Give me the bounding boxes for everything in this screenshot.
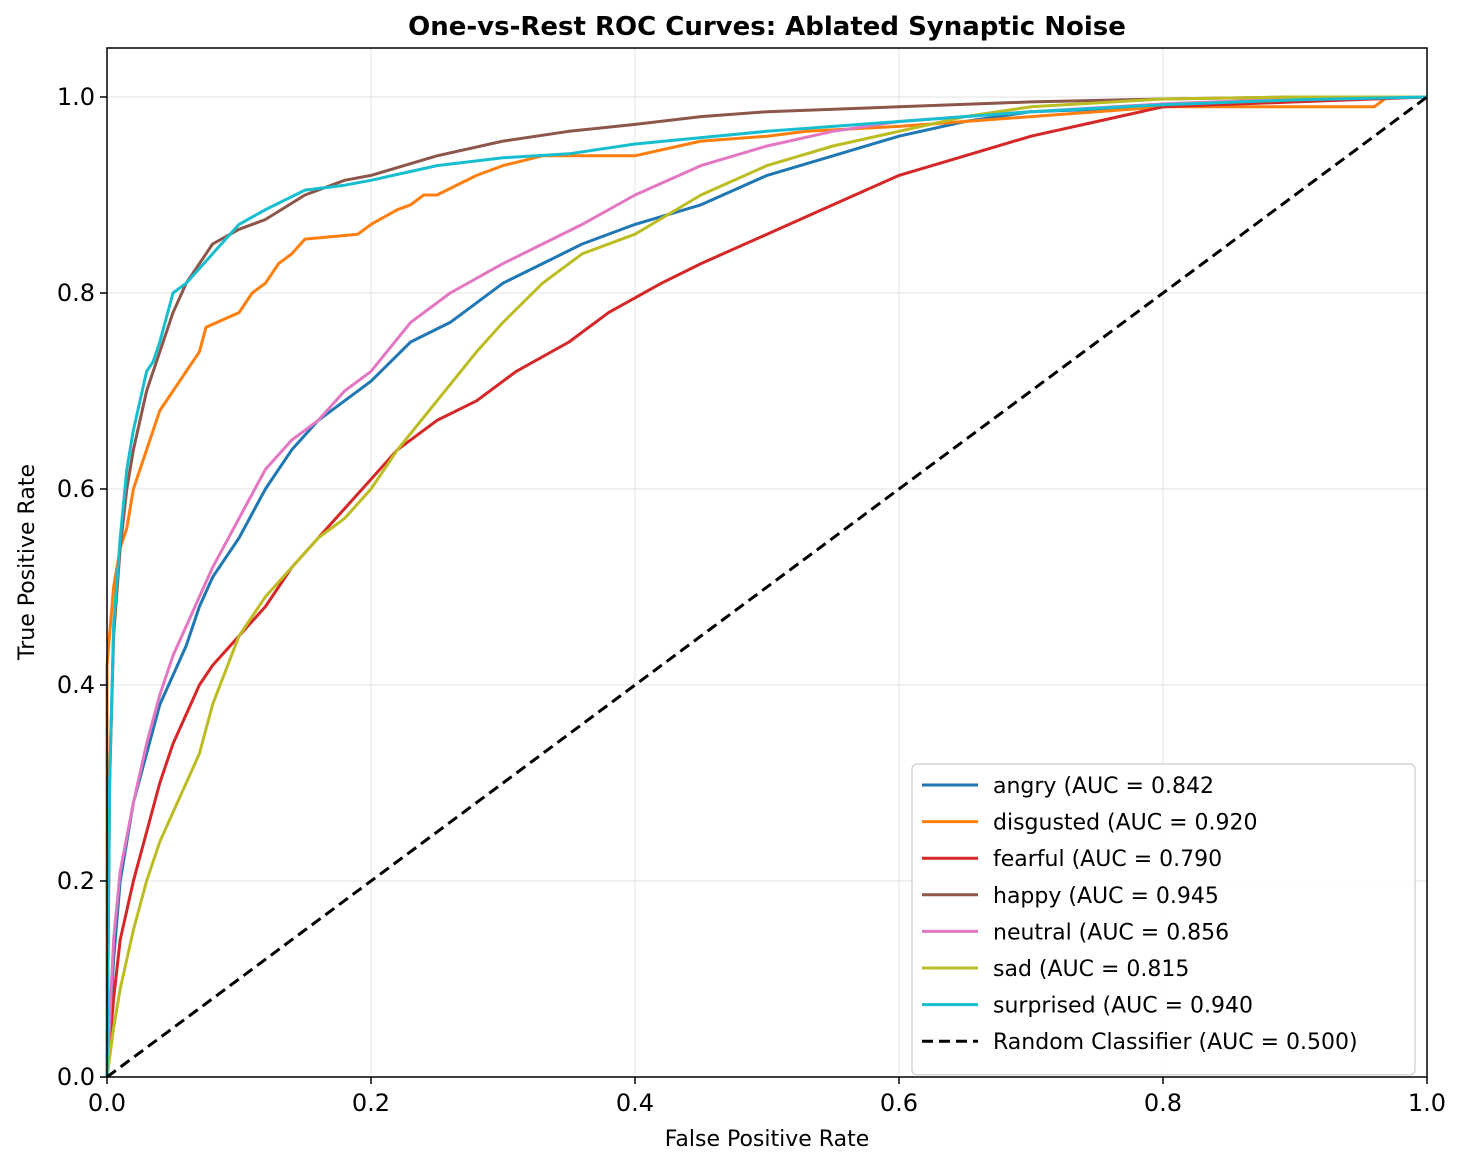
x-tick-label: 1.0: [1408, 1089, 1446, 1117]
legend: angry (AUC = 0.842 disgusted (AUC = 0.920…: [911, 763, 1416, 1076]
x-tick-label: 0.8: [1144, 1089, 1182, 1117]
y-tick-label: 0.8: [57, 279, 95, 307]
x-tick-label: 0.0: [88, 1089, 126, 1117]
y-axis-label: True Positive Rate: [15, 464, 40, 661]
roc-curve-random: [106, 95, 1428, 1079]
roc-curve-angry: [105, 95, 1428, 1078]
y-tick-label: 0.4: [57, 671, 95, 699]
legend-label: happy (AUC = 0.945: [993, 884, 1219, 909]
legend-label: neutral (AUC = 0.856: [993, 920, 1229, 945]
x-axis-label: False Positive Rate: [665, 1127, 869, 1152]
legend-box: [911, 763, 1416, 1076]
x-tick-label: 0.2: [352, 1089, 390, 1117]
y-tick-label: 0.0: [57, 1063, 95, 1091]
roc-curve-sad: [105, 95, 1427, 1078]
legend-label: fearful (AUC = 0.790: [993, 847, 1222, 872]
y-tick-label: 1.0: [57, 83, 95, 111]
series-lines: [105, 95, 1428, 1079]
legend-label: angry (AUC = 0.842: [993, 774, 1214, 799]
legend-label: sad (AUC = 0.815: [993, 957, 1189, 982]
x-tick-label: 0.4: [616, 1089, 654, 1117]
axis-ticks: 0.0 0.2 0.4 0.6 0.8 1.0 0.0 0.2 0.4 0.6 0.8 1.0: [57, 83, 1446, 1117]
x-tick-label: 0.6: [880, 1089, 918, 1117]
roc-curve-surprised: [105, 95, 1428, 1078]
roc-curve-happy: [105, 95, 1427, 1078]
chart-title: One-vs-Rest ROC Curves: Ablated Synaptic…: [408, 12, 1126, 42]
legend-label: Random Classifier (AUC = 0.500): [993, 1030, 1358, 1055]
legend-label: disgusted (AUC = 0.920: [993, 811, 1258, 836]
plot-frame: [106, 47, 1428, 1078]
legend-label: surprised (AUC = 0.940: [993, 994, 1253, 1019]
y-tick-label: 0.2: [57, 867, 95, 895]
y-tick-label: 0.6: [57, 475, 95, 503]
